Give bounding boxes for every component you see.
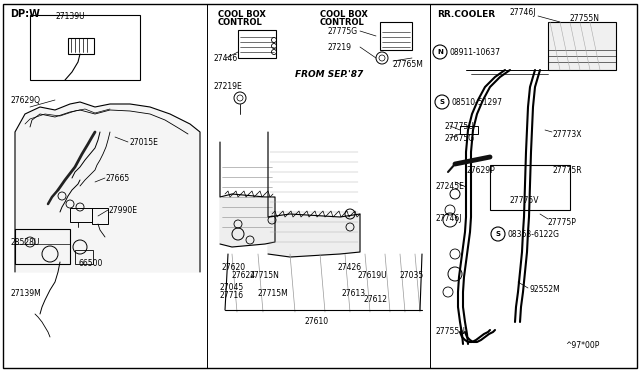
Text: 08510-51297: 08510-51297	[452, 97, 503, 106]
Text: 27775U: 27775U	[445, 122, 475, 131]
Bar	[238, 30, 276, 58]
Text: 27665: 27665	[105, 173, 129, 183]
Text: COOL BOX: COOL BOX	[218, 10, 266, 19]
Bar	[68, 38, 94, 54]
Text: CONTROL: CONTROL	[320, 17, 365, 26]
Text: 27629P: 27629P	[467, 166, 496, 174]
Text: 27139M: 27139M	[10, 289, 41, 298]
Text: 27746J: 27746J	[510, 7, 536, 16]
Bar	[30, 15, 140, 80]
Bar	[460, 126, 478, 134]
Bar	[75, 250, 93, 264]
Text: 27775V: 27775V	[510, 196, 540, 205]
Text: 27139U: 27139U	[55, 12, 84, 20]
Text: 66500: 66500	[78, 260, 102, 269]
Text: 27219E: 27219E	[213, 81, 242, 90]
Text: 92552M: 92552M	[530, 285, 561, 295]
Text: 27045: 27045	[220, 283, 244, 292]
Polygon shape	[220, 142, 275, 247]
Bar	[15, 229, 70, 264]
Text: 27990E: 27990E	[108, 205, 137, 215]
Text: COOL BOX: COOL BOX	[320, 10, 368, 19]
Text: 27755N: 27755N	[570, 13, 600, 22]
Text: 27629Q: 27629Q	[10, 96, 40, 105]
Text: ^97*00P: ^97*00P	[565, 341, 600, 350]
Text: 27716: 27716	[220, 292, 244, 301]
Text: 28528U: 28528U	[10, 237, 40, 247]
Text: FROM SEP.'87: FROM SEP.'87	[295, 70, 364, 78]
Text: 27619U: 27619U	[358, 272, 388, 280]
Text: 27219: 27219	[328, 42, 352, 51]
Text: RR.COOLER: RR.COOLER	[437, 10, 495, 19]
Text: 27613: 27613	[342, 289, 366, 298]
Text: 27675G: 27675G	[445, 134, 475, 142]
Text: CONTROL: CONTROL	[218, 17, 263, 26]
Text: 27746J: 27746J	[436, 214, 463, 222]
Text: 27624: 27624	[232, 272, 256, 280]
Text: 27015E: 27015E	[130, 138, 159, 147]
Text: 27765M: 27765M	[393, 60, 424, 68]
Text: 27755N: 27755N	[436, 327, 466, 337]
Text: 27620: 27620	[222, 263, 246, 273]
Text: 27035: 27035	[400, 272, 424, 280]
Text: 08911-10637: 08911-10637	[450, 48, 501, 57]
Text: 27775G: 27775G	[328, 26, 358, 35]
Text: 08363-6122G: 08363-6122G	[508, 230, 560, 238]
Text: DP:W: DP:W	[10, 9, 40, 19]
Bar	[380, 22, 412, 50]
Text: S: S	[440, 99, 445, 105]
Text: 27775P: 27775P	[548, 218, 577, 227]
Bar	[548, 22, 616, 70]
Text: 27775R: 27775R	[553, 166, 582, 174]
Bar	[70, 208, 92, 222]
Polygon shape	[268, 132, 360, 257]
Polygon shape	[15, 102, 200, 272]
Text: N: N	[437, 49, 443, 55]
Text: 27773X: 27773X	[553, 129, 582, 138]
Text: 27610: 27610	[305, 317, 329, 327]
Bar	[92, 208, 108, 224]
Text: 27446: 27446	[214, 54, 238, 62]
Text: 27426: 27426	[338, 263, 362, 273]
Text: 27715N: 27715N	[250, 272, 280, 280]
Text: 27612: 27612	[364, 295, 388, 305]
Bar	[490, 165, 570, 210]
Text: 27245E: 27245E	[436, 182, 465, 190]
Text: S: S	[495, 231, 500, 237]
Text: 27715M: 27715M	[258, 289, 289, 298]
